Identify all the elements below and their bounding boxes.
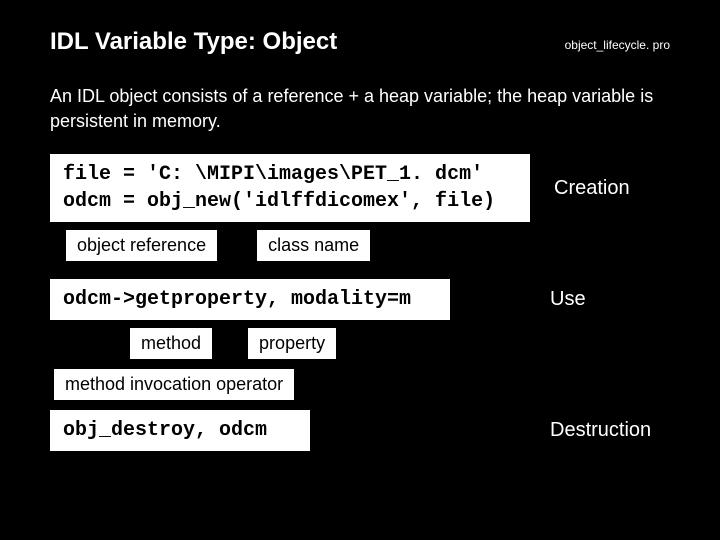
use-code-box: odcm->getproperty, modality=m xyxy=(50,279,450,320)
header-row: IDL Variable Type: Object object_lifecyc… xyxy=(50,28,670,56)
object-reference-label: object reference xyxy=(66,230,217,261)
creation-sublabels: object reference class name xyxy=(66,230,670,261)
class-name-label: class name xyxy=(257,230,370,261)
creation-row: file = 'C: \MIPI\images\PET_1. dcm' odcm… xyxy=(50,154,670,222)
method-invocation-label: method invocation operator xyxy=(54,369,294,400)
use-section: odcm->getproperty, modality=m Use method… xyxy=(50,279,670,400)
description-text: An IDL object consists of a reference + … xyxy=(50,84,670,134)
creation-code-line1: file = 'C: \MIPI\images\PET_1. dcm' xyxy=(63,161,517,188)
creation-label: Creation xyxy=(554,177,630,200)
destruction-section: obj_destroy, odcm Destruction xyxy=(50,410,670,451)
slide-container: IDL Variable Type: Object object_lifecyc… xyxy=(0,0,720,471)
destruction-label: Destruction xyxy=(550,419,651,442)
creation-section: file = 'C: \MIPI\images\PET_1. dcm' odcm… xyxy=(50,154,670,261)
destruction-code: obj_destroy, odcm xyxy=(63,419,267,442)
use-label: Use xyxy=(550,288,586,311)
use-row: odcm->getproperty, modality=m Use xyxy=(50,279,670,320)
filename-label: object_lifecycle. pro xyxy=(565,38,670,52)
use-sublabels-2: method invocation operator xyxy=(54,369,670,400)
use-code: odcm->getproperty, modality=m xyxy=(63,288,411,311)
use-sublabels-1: method property xyxy=(130,328,670,359)
creation-code-line2: odcm = obj_new('idlffdicomex', file) xyxy=(63,188,517,215)
creation-code-box: file = 'C: \MIPI\images\PET_1. dcm' odcm… xyxy=(50,154,530,222)
destruction-row: obj_destroy, odcm Destruction xyxy=(50,410,670,451)
property-label: property xyxy=(248,328,336,359)
method-label: method xyxy=(130,328,212,359)
destruction-code-box: obj_destroy, odcm xyxy=(50,410,310,451)
slide-title: IDL Variable Type: Object xyxy=(50,28,337,56)
